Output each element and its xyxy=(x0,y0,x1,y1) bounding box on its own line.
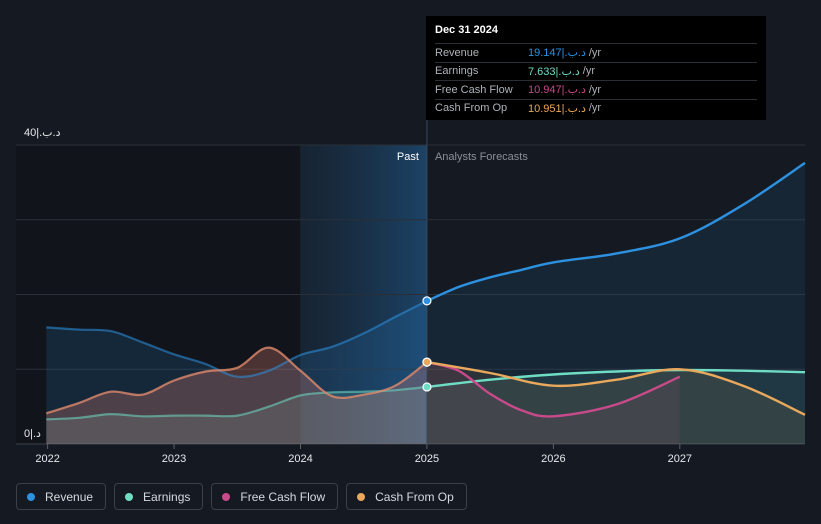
tooltip-row-value: 19.147|.ﺩ.ﺏ xyxy=(528,47,586,60)
x-tick-label: 2025 xyxy=(415,453,439,465)
y-axis-bottom-label: 0|.ﺩ xyxy=(24,428,41,440)
cash-from-op-forecast-area xyxy=(426,362,805,444)
x-tick-label: 2027 xyxy=(668,453,692,465)
tooltip-row-revenue: Revenue 19.147|.ﺩ.ﺏ/yr xyxy=(435,43,757,62)
legend-item-label: Earnings xyxy=(143,489,191,504)
legend-item-free-cash-flow[interactable]: Free Cash Flow xyxy=(211,483,339,510)
cash-from-op-past-line xyxy=(45,346,428,415)
legend-dot-icon xyxy=(222,492,231,501)
legend-dot-icon xyxy=(357,492,366,501)
revenue-past-area xyxy=(46,300,427,444)
cash-from-op-past-area xyxy=(46,347,427,444)
tooltip-row-value: 10.947|.ﺩ.ﺏ xyxy=(528,84,586,97)
earnings-forecast-line xyxy=(426,368,806,389)
tooltip-row-label: Cash From Op xyxy=(435,102,508,115)
legend-item-label: Revenue xyxy=(45,489,94,504)
series-lines xyxy=(45,161,806,421)
earnings-past-area xyxy=(46,386,427,444)
legend-item-cash-from-op[interactable]: Cash From Op xyxy=(346,483,467,510)
hover-markers xyxy=(422,296,432,392)
legend-item-earnings[interactable]: Earnings xyxy=(114,483,204,510)
x-axis-ticks: 2022 2023 2024 2025 2026 2027 xyxy=(35,444,692,465)
legend-dot-icon xyxy=(125,492,134,501)
legend: Revenue Earnings Free Cash Flow Cash From O… xyxy=(16,483,467,510)
tooltip-row-unit: /yr xyxy=(588,102,602,115)
y-axis-top-label: 40|.ﺩ.ﺏ xyxy=(24,127,61,139)
x-tick-label: 2023 xyxy=(162,453,186,465)
revenue-forecast-line xyxy=(426,161,806,303)
tooltip-row-label: Earnings xyxy=(435,65,479,78)
tooltip-row-label: Free Cash Flow xyxy=(435,83,513,96)
x-tick-label: 2024 xyxy=(288,453,312,465)
past-label: Past xyxy=(397,151,419,163)
legend-item-revenue[interactable]: Revenue xyxy=(16,483,107,510)
tooltip-row-earnings: Earnings 7.633|.ﺩ.ﺏ/yr xyxy=(435,61,757,81)
tooltip-date: Dec 31 2024 xyxy=(435,24,498,36)
cash-from-op-marker xyxy=(422,357,432,367)
legend-item-label: Free Cash Flow xyxy=(240,489,326,504)
tooltip-row-value: 7.633|.ﺩ.ﺏ xyxy=(528,65,580,78)
free-cash-flow-forecast-area xyxy=(426,362,680,444)
revenue-marker xyxy=(422,296,432,306)
tooltip-row-label: Revenue xyxy=(435,46,480,59)
cash-from-op-forecast-line xyxy=(426,360,806,416)
tooltip-row-unit: /yr xyxy=(588,46,602,59)
forecast-label: Analysts Forecasts xyxy=(435,151,528,163)
earnings-marker xyxy=(422,382,432,392)
tooltip: Dec 31 2024 Revenue 19.147|.ﺩ.ﺏ/yr Earning… xyxy=(426,16,766,120)
tooltip-row-unit: /yr xyxy=(582,65,595,78)
legend-dot-icon xyxy=(27,492,35,501)
free-cash-flow-past-area xyxy=(46,347,427,444)
tooltip-row-free-cash-flow: Free Cash Flow 10.947|.ﺩ.ﺏ/yr xyxy=(435,80,757,99)
x-tick-label: 2026 xyxy=(541,453,565,465)
legend-item-label: Cash From Op xyxy=(375,489,454,504)
revenue-past-line xyxy=(46,299,428,379)
tooltip-row-unit: /yr xyxy=(588,83,602,96)
tooltip-row-cash-from-op: Cash From Op 10.951|.ﺩ.ﺏ/yr xyxy=(435,98,757,118)
free-cash-flow-forecast-line xyxy=(426,361,681,418)
tooltip-row-value: 10.951|.ﺩ.ﺏ xyxy=(528,102,586,115)
earnings-past-line xyxy=(46,385,428,421)
x-tick-label: 2022 xyxy=(35,453,59,465)
earnings-forecast-area xyxy=(426,369,805,444)
